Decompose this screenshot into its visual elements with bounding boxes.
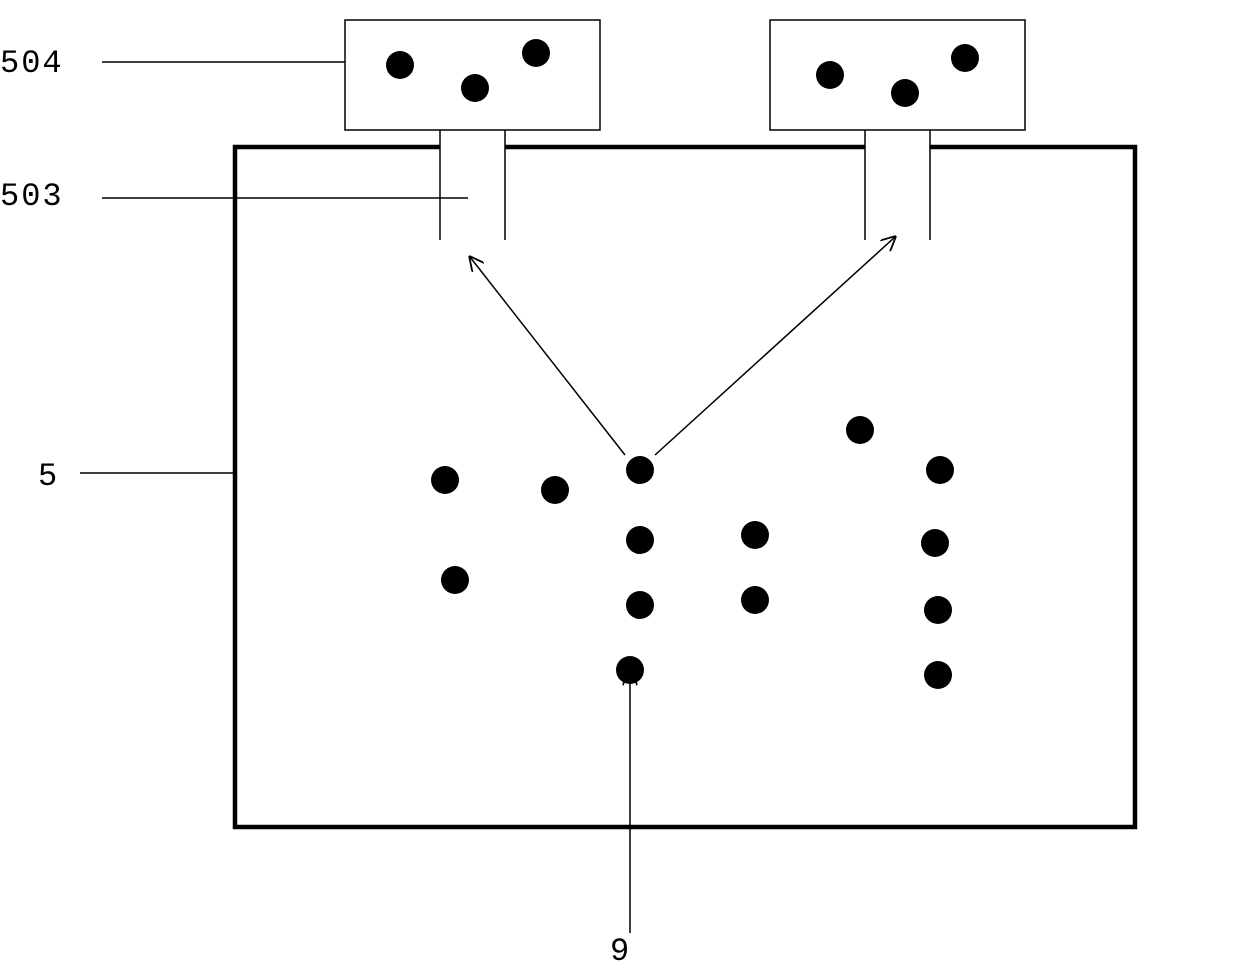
top-box-504-right — [770, 20, 1025, 130]
particle-dot — [924, 661, 952, 689]
particle-dot — [951, 44, 979, 72]
particle-dot — [924, 596, 952, 624]
label-9: 9 — [610, 933, 631, 970]
particle-dot — [522, 39, 550, 67]
particle-dot — [921, 529, 949, 557]
label-503: 503 — [0, 178, 64, 215]
particle-dot — [431, 466, 459, 494]
particle-dot — [741, 521, 769, 549]
main-container-5 — [235, 147, 1135, 827]
particle-dot — [626, 526, 654, 554]
label-5: 5 — [38, 458, 59, 495]
particle-dot — [741, 586, 769, 614]
particle-dot — [626, 456, 654, 484]
particle-dot — [386, 51, 414, 79]
particle-dot — [816, 61, 844, 89]
label-504: 504 — [0, 45, 64, 82]
particle-dot — [626, 591, 654, 619]
particle-dot — [891, 79, 919, 107]
particle-dot — [541, 476, 569, 504]
particle-dot — [441, 566, 469, 594]
particle-dot — [846, 416, 874, 444]
particle-dot — [461, 74, 489, 102]
particle-dot — [926, 456, 954, 484]
